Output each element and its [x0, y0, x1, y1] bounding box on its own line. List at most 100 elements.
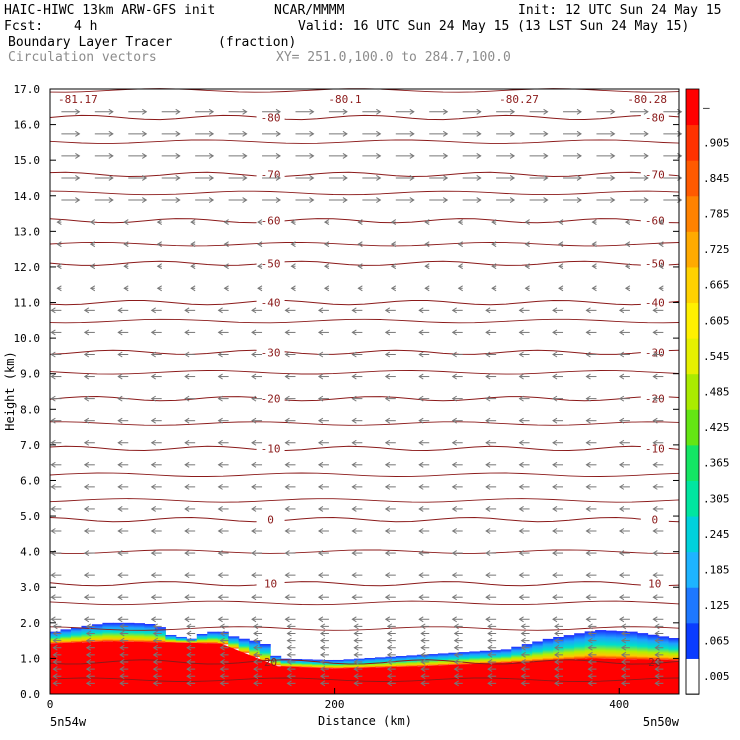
- wind-vector-head: [585, 506, 591, 512]
- isotherm-line: [49, 299, 680, 306]
- wind-vector-head: [351, 506, 357, 512]
- wind-vector-head: [524, 241, 530, 248]
- wind-vector-head: [85, 666, 92, 673]
- wind-vector-head: [152, 651, 158, 658]
- wind-vector-head: [208, 197, 215, 203]
- tracer-transition-column: [647, 634, 659, 660]
- wind-vector-head: [520, 630, 526, 637]
- wind-vector-head: [476, 197, 482, 203]
- wind-vector-head: [520, 637, 526, 644]
- wind-vector-head: [384, 572, 391, 579]
- wind-vector-head: [351, 417, 357, 424]
- wind-vector-head: [554, 623, 560, 630]
- wind-vector-head: [509, 197, 516, 203]
- wind-vector-head: [150, 483, 156, 490]
- wind-vector-head: [485, 395, 491, 402]
- wind-vector-head: [652, 417, 658, 424]
- wind-vector-head: [217, 395, 223, 402]
- wind-vector-head: [184, 439, 190, 446]
- wind-vector-head: [184, 594, 190, 601]
- wind-vector-head: [351, 439, 357, 446]
- wind-vector-head: [52, 659, 58, 665]
- wind-vector-head: [554, 637, 560, 644]
- wind-vector-head: [652, 395, 658, 402]
- wind-vector-head: [618, 550, 625, 556]
- wind-vector-head: [351, 483, 357, 490]
- wind-vector-head: [518, 483, 524, 490]
- wind-vector-head: [284, 594, 290, 601]
- wind-vector-head: [117, 572, 123, 579]
- wind-vector-head: [309, 175, 315, 181]
- wind-vector-head: [85, 623, 92, 630]
- wind-vector-head: [184, 395, 190, 402]
- wind-vector-head: [353, 680, 359, 687]
- wind-vector-head: [142, 130, 148, 137]
- wind-vector-head: [451, 329, 457, 336]
- isotherm-label-bg: [640, 346, 669, 359]
- x-tick-label: 200: [325, 698, 345, 711]
- wind-vector-head: [83, 550, 90, 556]
- tracer-transition-column: [270, 655, 282, 666]
- wind-vector-head: [184, 417, 190, 424]
- wind-vector-head: [219, 659, 225, 665]
- isotherm-label-bg: [640, 111, 669, 124]
- colorbar-swatch: [686, 516, 699, 553]
- wind-vector-head: [418, 395, 424, 402]
- wind-vector-head: [620, 659, 627, 665]
- isotherm-line: [49, 581, 680, 587]
- wind-vector-head: [317, 417, 324, 424]
- wind-vector-head: [317, 528, 324, 534]
- wind-vector-head: [624, 219, 631, 226]
- wind-vector-head: [251, 528, 257, 534]
- colorbar-label: .845: [703, 172, 730, 185]
- wind-vector-head: [487, 680, 493, 687]
- wind-vector-head: [558, 241, 564, 248]
- wind-vector-head: [150, 307, 156, 314]
- wind-vector-head: [457, 219, 463, 226]
- y-tick-label: 2.0: [20, 617, 40, 630]
- wind-vector-head: [184, 329, 190, 336]
- wind-vector-head: [485, 528, 491, 534]
- tracer-transition-column: [511, 646, 523, 663]
- wind-vector-head: [420, 651, 426, 658]
- wind-vector-head: [208, 152, 215, 159]
- wind-vector-head: [117, 395, 123, 402]
- wind-vector-head: [585, 307, 591, 314]
- wind-vector-head: [319, 623, 326, 630]
- wind-vector-head: [384, 351, 391, 358]
- wind-vector-head: [376, 130, 382, 137]
- wind-vector-head: [317, 307, 324, 314]
- isotherm-label: 0: [651, 514, 658, 527]
- wind-vector-head: [75, 152, 81, 159]
- isotherm-line: [49, 659, 680, 665]
- colorbar-label: .185: [703, 563, 730, 576]
- wind-vector-head: [50, 461, 56, 468]
- isotherm-label: 10: [648, 578, 661, 591]
- wind-vector-head: [217, 483, 223, 490]
- wind-vector-head: [284, 395, 290, 402]
- wind-vector-head: [620, 630, 627, 637]
- wind-vector-head: [509, 175, 516, 181]
- wind-vector-head: [418, 506, 424, 512]
- wind-vector-head: [242, 130, 248, 137]
- wind-vector-head: [117, 373, 123, 380]
- tracer-transition-column: [500, 649, 512, 663]
- wind-vector-head: [587, 673, 593, 680]
- wind-vector-head: [284, 572, 290, 579]
- wind-vector-head: [353, 630, 359, 637]
- isotherm-label-bg: [256, 513, 285, 526]
- tracer-transition-column: [416, 654, 428, 667]
- colorbar-label: .245: [703, 528, 730, 541]
- isotherm-label-bg: [256, 346, 285, 359]
- wind-vector-head: [487, 637, 493, 644]
- wind-vector-head: [418, 373, 424, 380]
- tracer-transition-column: [595, 630, 607, 659]
- wind-vector-head: [342, 197, 348, 203]
- colorbar-swatch: [686, 266, 699, 304]
- wind-vector-head: [83, 307, 90, 314]
- wind-vector-head: [384, 329, 391, 336]
- isotherm-label-bg: [640, 296, 669, 309]
- wind-vector-head: [451, 461, 457, 468]
- wind-vector-head: [150, 528, 156, 534]
- wind-vector-head: [585, 550, 591, 556]
